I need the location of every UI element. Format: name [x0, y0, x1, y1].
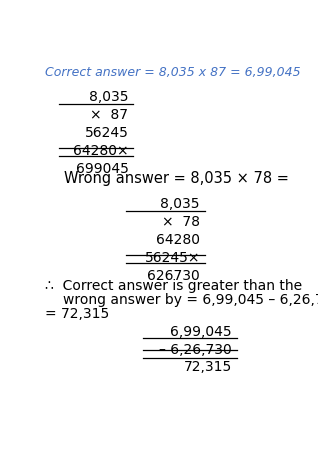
Text: 699045: 699045 — [76, 162, 128, 176]
Text: Correct answer = 8,035 x 87 = 6,99,045: Correct answer = 8,035 x 87 = 6,99,045 — [45, 66, 300, 79]
Text: – 6,26,730: – 6,26,730 — [159, 343, 232, 357]
Text: 56245×: 56245× — [144, 251, 200, 265]
Text: Wrong answer = 8,035 × 78 =: Wrong answer = 8,035 × 78 = — [64, 172, 289, 186]
Text: wrong answer by = 6,99,045 – 6,26,730: wrong answer by = 6,99,045 – 6,26,730 — [63, 293, 318, 307]
Text: 64280×: 64280× — [73, 144, 128, 158]
Text: 8,035: 8,035 — [89, 90, 128, 104]
Text: 8,035: 8,035 — [161, 198, 200, 211]
Text: ×  78: × 78 — [162, 216, 200, 229]
Text: ×  87: × 87 — [91, 108, 128, 122]
Text: 626730: 626730 — [147, 269, 200, 283]
Text: 72,315: 72,315 — [184, 360, 232, 374]
Text: = 72,315: = 72,315 — [45, 307, 109, 321]
Text: 6,99,045: 6,99,045 — [170, 325, 232, 339]
Text: 64280: 64280 — [156, 233, 200, 247]
Text: 56245: 56245 — [85, 126, 128, 140]
Text: ∴  Correct answer is greater than the: ∴ Correct answer is greater than the — [45, 279, 302, 293]
